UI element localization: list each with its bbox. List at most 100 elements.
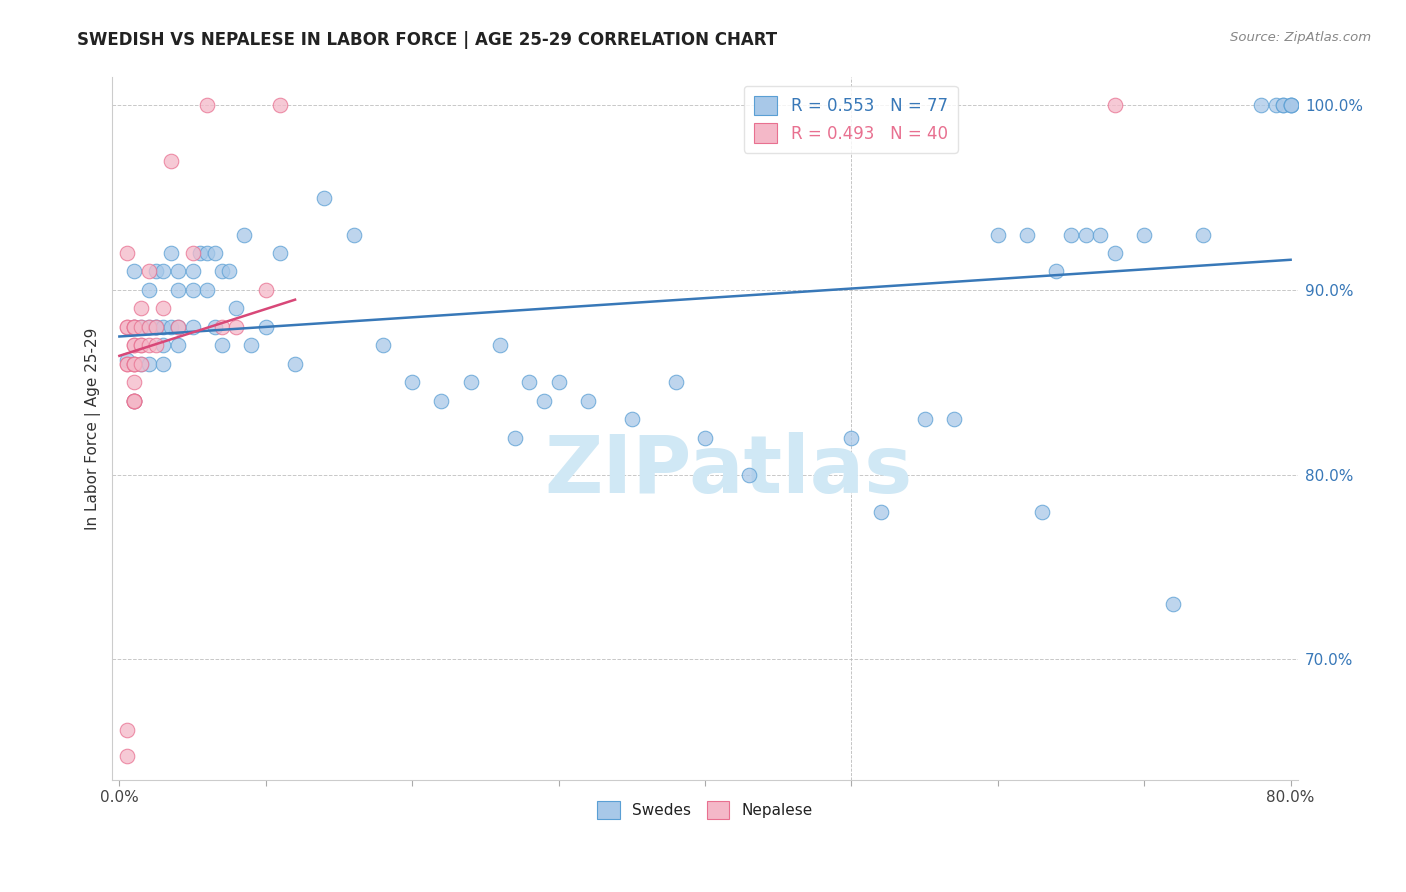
Point xyxy=(987,227,1010,242)
Point xyxy=(145,319,167,334)
Point xyxy=(122,357,145,371)
Point xyxy=(343,227,366,242)
Point xyxy=(167,319,190,334)
Point xyxy=(115,319,138,334)
Point xyxy=(167,338,190,352)
Point xyxy=(547,376,569,390)
Point xyxy=(665,376,688,390)
Point xyxy=(122,338,145,352)
Point xyxy=(204,319,226,334)
Point xyxy=(131,319,153,334)
Point xyxy=(620,412,643,426)
Point xyxy=(131,338,153,352)
Point xyxy=(138,319,160,334)
Point xyxy=(195,98,218,112)
Point xyxy=(115,246,138,260)
Point xyxy=(914,412,936,426)
Point xyxy=(1279,98,1302,112)
Point xyxy=(195,283,218,297)
Point xyxy=(122,376,145,390)
Point xyxy=(138,283,160,297)
Point xyxy=(122,357,145,371)
Point xyxy=(152,301,174,316)
Point xyxy=(115,353,138,368)
Point xyxy=(122,393,145,408)
Point xyxy=(122,338,145,352)
Point xyxy=(181,283,204,297)
Point xyxy=(738,467,761,482)
Point xyxy=(225,319,247,334)
Point xyxy=(211,264,233,278)
Point xyxy=(131,301,153,316)
Point xyxy=(240,338,263,352)
Point xyxy=(1074,227,1097,242)
Point xyxy=(159,319,181,334)
Point xyxy=(1133,227,1156,242)
Point xyxy=(122,357,145,371)
Point xyxy=(115,357,138,371)
Point xyxy=(138,338,160,352)
Point xyxy=(181,246,204,260)
Point xyxy=(131,338,153,352)
Point xyxy=(869,505,891,519)
Point xyxy=(152,319,174,334)
Point xyxy=(1090,227,1112,242)
Legend: Swedes, Nepalese: Swedes, Nepalese xyxy=(591,795,820,824)
Point xyxy=(145,264,167,278)
Point xyxy=(122,319,145,334)
Point xyxy=(218,264,240,278)
Point xyxy=(138,319,160,334)
Point xyxy=(1017,227,1039,242)
Point xyxy=(489,338,512,352)
Point xyxy=(1265,98,1288,112)
Point xyxy=(211,338,233,352)
Point xyxy=(167,264,190,278)
Point xyxy=(122,319,145,334)
Point xyxy=(145,319,167,334)
Point xyxy=(1191,227,1213,242)
Point xyxy=(460,376,482,390)
Point xyxy=(1272,98,1295,112)
Point xyxy=(145,338,167,352)
Point xyxy=(1060,227,1083,242)
Point xyxy=(254,319,277,334)
Point xyxy=(533,393,555,408)
Point xyxy=(1279,98,1302,112)
Point xyxy=(115,319,138,334)
Y-axis label: In Labor Force | Age 25-29: In Labor Force | Age 25-29 xyxy=(86,327,101,530)
Point xyxy=(1104,246,1126,260)
Point xyxy=(152,264,174,278)
Point xyxy=(138,264,160,278)
Text: ZIPatlas: ZIPatlas xyxy=(544,432,912,509)
Point xyxy=(314,190,336,204)
Point xyxy=(122,264,145,278)
Point xyxy=(211,319,233,334)
Point xyxy=(503,431,526,445)
Point xyxy=(1045,264,1067,278)
Point xyxy=(122,319,145,334)
Point xyxy=(115,748,138,763)
Point xyxy=(138,357,160,371)
Point xyxy=(269,246,291,260)
Point xyxy=(1104,98,1126,112)
Point xyxy=(122,393,145,408)
Point xyxy=(576,393,599,408)
Point xyxy=(122,393,145,408)
Point xyxy=(693,431,716,445)
Point xyxy=(122,393,145,408)
Point xyxy=(401,376,423,390)
Point xyxy=(1250,98,1272,112)
Point xyxy=(181,319,204,334)
Point xyxy=(115,723,138,737)
Point xyxy=(167,319,190,334)
Point xyxy=(145,319,167,334)
Point xyxy=(159,246,181,260)
Point xyxy=(159,153,181,168)
Point xyxy=(167,283,190,297)
Point xyxy=(254,283,277,297)
Point xyxy=(195,246,218,260)
Point xyxy=(181,264,204,278)
Point xyxy=(131,357,153,371)
Point xyxy=(131,319,153,334)
Point xyxy=(942,412,965,426)
